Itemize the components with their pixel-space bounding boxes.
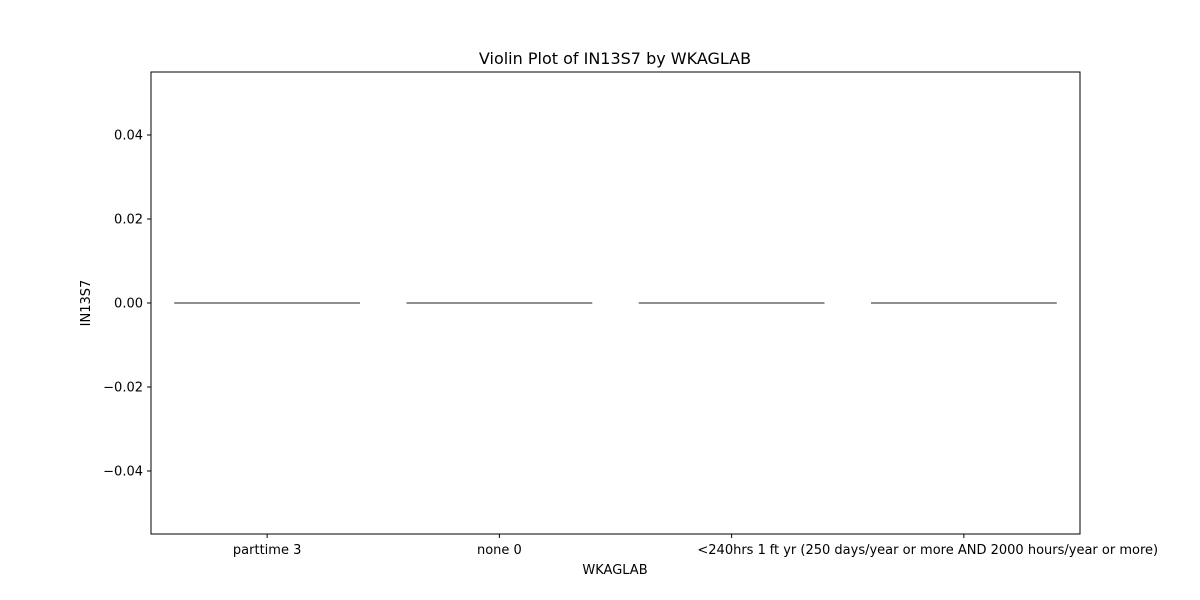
x-axis: parttime 3 none 0 <240hrs 1 ft yr (250 days… [233,534,1158,558]
x-tick-label: parttime 3 [233,543,301,558]
x-tick-label: ft yr (250 days/year or more AND 2000 ho… [770,543,1158,558]
x-tick-label: <240hrs 1 [697,543,765,558]
chart-title: Violin Plot of IN13S7 by WKAGLAB [479,49,751,68]
y-axis-label: IN13S7 [79,280,94,327]
y-tick-label: −0.02 [103,381,143,396]
y-axis: −0.04 −0.02 0.00 0.02 0.04 [103,129,151,480]
y-tick-label: 0.04 [114,129,143,144]
y-tick-label: 0.00 [114,297,143,312]
x-axis-label: WKAGLAB [582,563,647,578]
x-tick-label: none 0 [477,543,522,558]
y-tick-label: −0.04 [103,465,143,480]
y-tick-label: 0.02 [114,213,143,228]
